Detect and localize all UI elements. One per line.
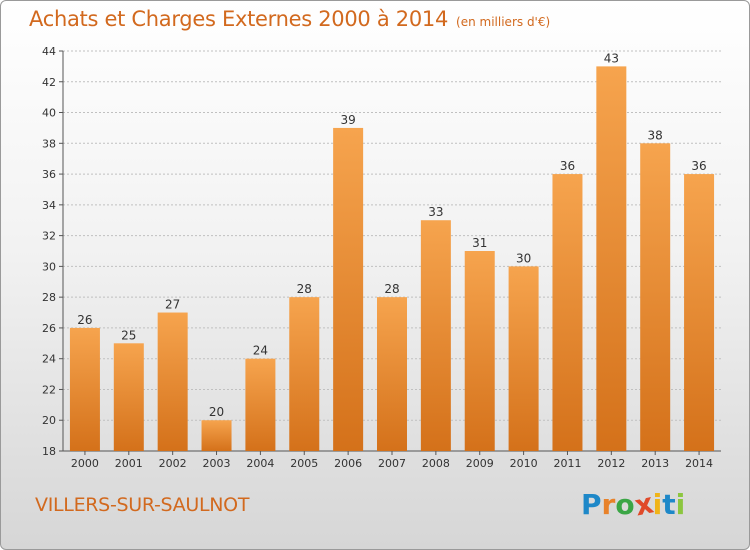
bar-value-label: 25 <box>121 328 136 342</box>
bar-value-label: 31 <box>472 236 487 250</box>
bar-value-label: 38 <box>648 128 663 142</box>
bar <box>245 358 276 451</box>
y-tick-label: 28 <box>42 291 56 304</box>
y-tick-label: 26 <box>42 322 56 335</box>
bar-value-label: 27 <box>165 298 180 312</box>
chart-unit: (en milliers d'€) <box>456 15 551 29</box>
bar <box>157 312 188 451</box>
x-tick-label: 2004 <box>246 457 274 470</box>
x-tick-label: 2007 <box>378 457 406 470</box>
bar-value-label: 36 <box>560 159 575 173</box>
x-tick-label: 2000 <box>71 457 99 470</box>
y-tick-label: 34 <box>42 199 56 212</box>
y-tick-label: 22 <box>42 383 56 396</box>
x-tick-label: 2008 <box>422 457 450 470</box>
bar <box>201 420 232 451</box>
bar <box>289 297 320 451</box>
commune-name: VILLERS-SUR-SAULNOT <box>35 494 250 516</box>
bar-value-label: 43 <box>604 51 619 65</box>
x-tick-label: 2003 <box>203 457 231 470</box>
bar <box>420 220 451 451</box>
logo-letter: t <box>662 488 676 521</box>
bar-value-label: 30 <box>516 251 531 265</box>
chart-title-text: Achats et Charges Externes 2000 à 2014 <box>29 7 449 31</box>
y-tick-label: 32 <box>42 230 56 243</box>
x-tick-label: 2012 <box>597 457 625 470</box>
y-tick-label: 44 <box>42 45 56 58</box>
bar <box>69 327 100 451</box>
bar-value-label: 28 <box>384 282 399 296</box>
x-tick-label: 2011 <box>553 457 581 470</box>
bar-value-label: 28 <box>297 282 312 296</box>
x-tick-label: 2009 <box>466 457 494 470</box>
bar-value-label: 20 <box>209 405 224 419</box>
x-tick-label: 2010 <box>510 457 538 470</box>
x-tick-label: 2013 <box>641 457 669 470</box>
chart-title: Achats et Charges Externes 2000 à 2014 (e… <box>29 7 550 31</box>
logo-letter: i <box>675 488 686 521</box>
y-tick-label: 38 <box>42 137 56 150</box>
x-tick-label: 2001 <box>115 457 143 470</box>
bar <box>333 127 364 451</box>
bar <box>640 143 671 452</box>
bar <box>377 297 407 451</box>
bar-value-label: 24 <box>253 344 268 358</box>
logo-letter: P <box>581 488 602 521</box>
bar-value-label: 26 <box>77 313 92 327</box>
logo-letter: r <box>601 488 616 521</box>
bar <box>552 174 583 452</box>
bar <box>596 66 627 451</box>
logo-letter: o <box>615 488 635 521</box>
bar-value-label: 33 <box>428 205 443 219</box>
bar <box>684 174 715 452</box>
x-tick-label: 2006 <box>334 457 362 470</box>
y-tick-label: 40 <box>42 107 56 120</box>
proxiti-logo: Proxiti <box>581 486 686 522</box>
x-tick-label: 2002 <box>159 457 187 470</box>
bar <box>508 266 539 451</box>
y-tick-label: 20 <box>42 414 56 427</box>
bar-value-label: 39 <box>340 113 355 127</box>
y-tick-label: 18 <box>42 445 56 458</box>
y-tick-label: 42 <box>42 76 56 89</box>
x-tick-label: 2014 <box>685 457 713 470</box>
bar <box>464 251 495 451</box>
bar <box>113 343 144 451</box>
logo-letter: i <box>652 488 663 521</box>
y-tick-label: 24 <box>42 353 56 366</box>
bar-value-label: 36 <box>691 159 706 173</box>
y-tick-label: 30 <box>42 260 56 273</box>
y-tick-label: 36 <box>42 168 56 181</box>
x-tick-label: 2005 <box>290 457 318 470</box>
